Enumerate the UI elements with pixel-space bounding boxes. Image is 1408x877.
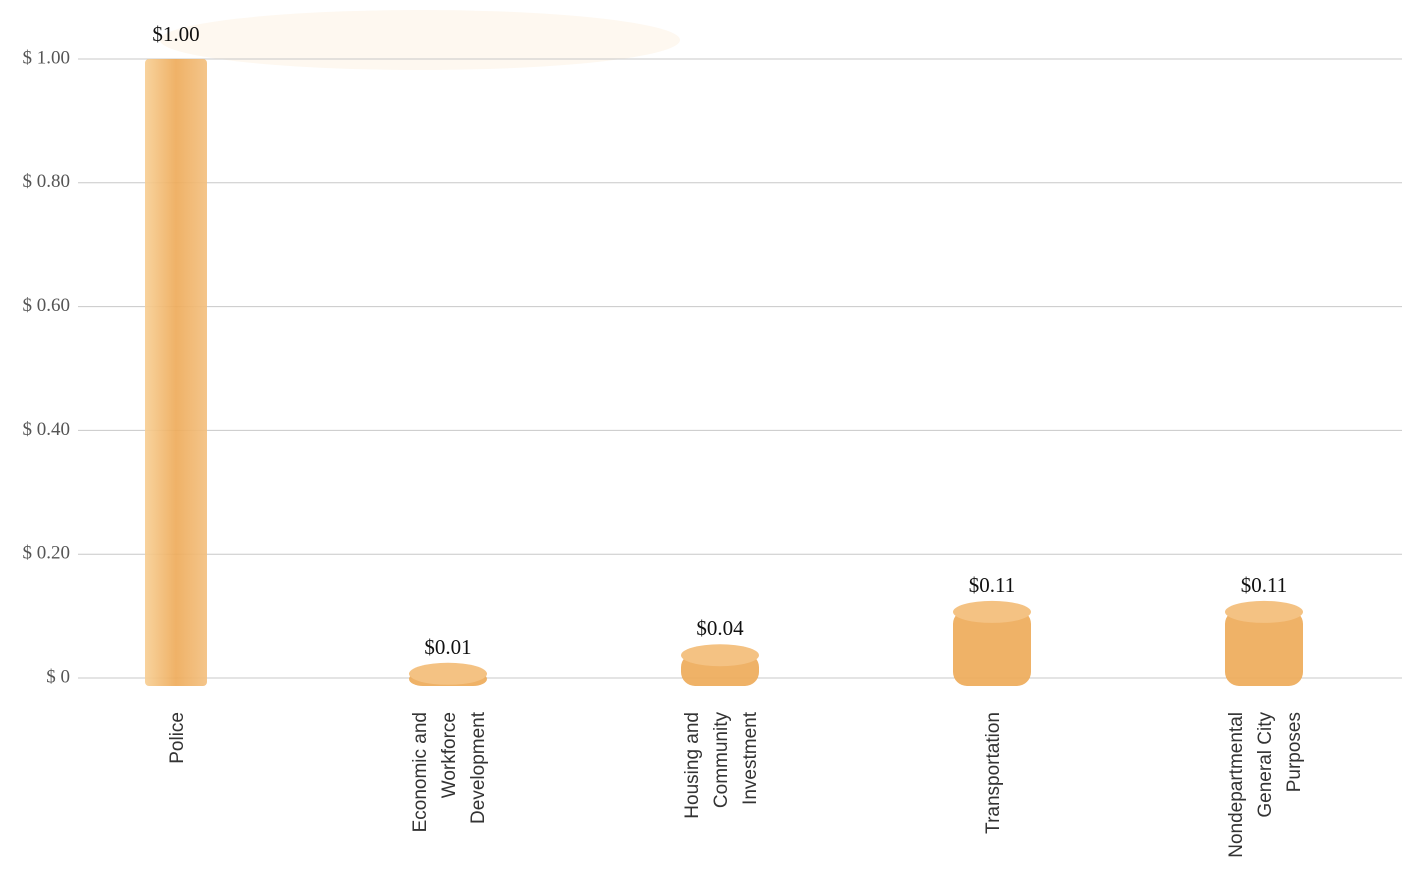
x-tick-label-line: Purposes [1284, 712, 1305, 792]
value-label: $0.11 [1241, 573, 1287, 597]
y-tick-label: $ 0.80 [23, 171, 71, 192]
x-tick-label: Housing and Community Investment [682, 711, 761, 818]
x-tick-label-line: Housing and [682, 712, 703, 819]
coin-top [681, 644, 759, 667]
x-tick-label-line: Development [468, 711, 489, 824]
y-tick-label: $ 0.40 [23, 419, 71, 440]
x-tick-label-line: Nondepartmental [1226, 712, 1247, 858]
coin-top [1225, 600, 1303, 623]
x-tick-label-line: Economic and [410, 712, 431, 832]
x-tick-label-line: Transportation [983, 712, 1004, 834]
y-tick-label: $ 0.60 [23, 295, 71, 316]
value-label: $0.01 [424, 635, 471, 659]
bar [1225, 609, 1303, 686]
coin-top [953, 600, 1031, 623]
y-tick-label: $ 0 [46, 666, 70, 687]
value-label: $0.11 [969, 573, 1015, 597]
x-tick-label: Economic and Workforce Development [410, 711, 489, 832]
x-tick-label: Transportation [983, 712, 1004, 834]
y-tick-label: $ 0.20 [23, 543, 71, 564]
y-tick-label: $ 1.00 [23, 47, 71, 68]
x-tick-label: Nondepartmental General City Purposes [1226, 712, 1305, 858]
value-label: $0.04 [696, 616, 744, 640]
x-tick-label: Police [167, 712, 188, 764]
value-label: $1.00 [152, 22, 199, 46]
coin-top [409, 662, 487, 685]
bar [145, 59, 207, 686]
bar [953, 609, 1031, 686]
x-tick-label-line: General City [1255, 712, 1276, 818]
x-tick-label-line: Police [167, 712, 188, 764]
background-glow [160, 10, 680, 70]
x-tick-label-line: Community [711, 712, 732, 809]
x-tick-label-line: Workforce [439, 712, 460, 798]
x-tick-label-line: Investment [740, 711, 761, 805]
